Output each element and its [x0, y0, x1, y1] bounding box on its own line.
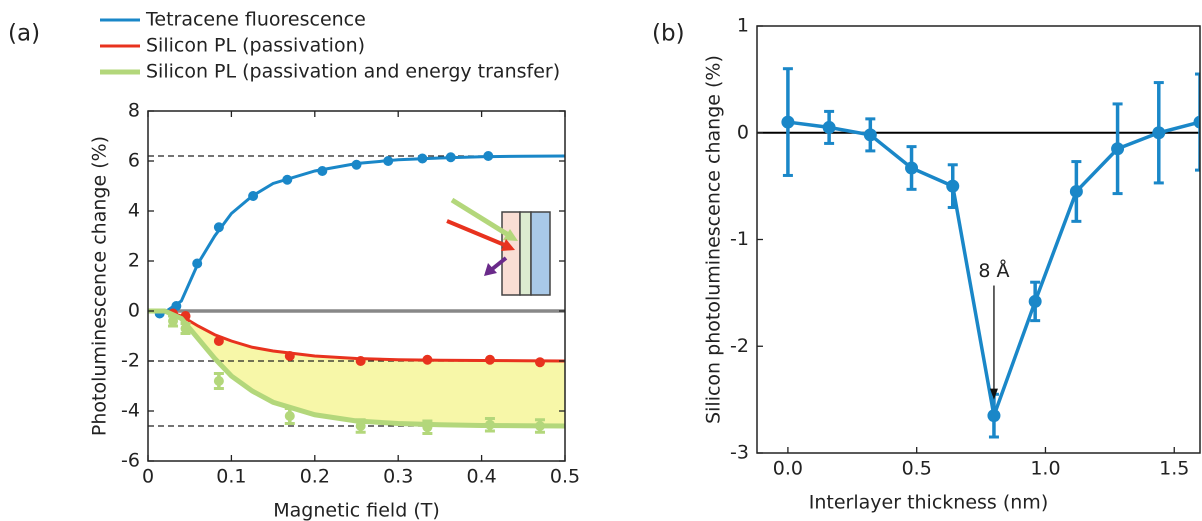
x-tick-label: 1.0 — [1030, 458, 1060, 480]
data-point — [317, 166, 328, 176]
annotation: 8 Å — [978, 259, 1009, 282]
y-tick-label: -3 — [730, 442, 749, 464]
inset-arrow — [489, 256, 508, 272]
x-tick-label: 0.5 — [550, 466, 580, 488]
data-point — [445, 152, 456, 163]
data-point — [213, 336, 224, 346]
data-point — [1111, 142, 1125, 156]
inset-layer — [501, 211, 521, 296]
data-point — [282, 174, 293, 185]
data-point — [483, 151, 494, 161]
annotation-arrow-head — [989, 388, 998, 400]
data-point — [171, 301, 182, 311]
data-point — [946, 179, 960, 193]
inset-arrow-head — [484, 263, 497, 276]
plot-area — [148, 151, 565, 435]
y-tick-label: 0 — [737, 121, 749, 143]
x-tick-label: 0.0 — [773, 458, 803, 480]
data-point — [534, 357, 545, 368]
data-point — [1069, 184, 1083, 198]
data-point — [355, 421, 366, 431]
y-tick-label: -6 — [121, 450, 140, 472]
axes-frame — [147, 110, 566, 462]
error-bar — [1195, 72, 1200, 172]
x-axis-label: Interlayer thickness (nm) — [809, 492, 1048, 514]
y-tick-label: 4 — [128, 200, 140, 222]
data-point — [213, 222, 224, 233]
x-tick-label: 0 — [142, 466, 154, 488]
data-point — [534, 421, 545, 431]
data-point — [383, 156, 394, 166]
data-point — [284, 351, 295, 361]
data-point — [248, 191, 259, 201]
inset-layer — [530, 211, 551, 296]
axes-frame — [756, 25, 1201, 454]
data-point — [213, 376, 224, 386]
y-tick-label: -1 — [730, 228, 749, 250]
inset-layer — [519, 211, 532, 296]
inset-arrow — [446, 219, 508, 248]
data-point — [168, 316, 179, 326]
legend-label: Tetracene fluorescence — [145, 9, 366, 31]
y-tick-label: 8 — [128, 100, 140, 122]
y-tick-label: 6 — [128, 150, 140, 172]
x-tick-label: 0.5 — [902, 458, 932, 480]
data-point — [1028, 294, 1042, 308]
data-point — [422, 354, 433, 365]
data-point — [284, 411, 295, 421]
inset-diagram — [446, 197, 551, 296]
data-point — [987, 409, 1001, 423]
y-tick-label: -4 — [121, 400, 140, 422]
data-point — [422, 422, 433, 433]
x-tick-label: 0.2 — [300, 466, 330, 488]
x-tick-label: 0.4 — [466, 466, 496, 488]
fit-line — [148, 154, 565, 314]
y-tick-label: 1 — [737, 15, 749, 37]
data-point — [1193, 115, 1200, 129]
inset-arrow-head — [503, 229, 518, 241]
data-point — [863, 128, 877, 142]
panel-label: (a) — [8, 21, 40, 47]
y-tick-label: 0 — [128, 300, 140, 322]
inset-arrow — [450, 197, 512, 239]
fill-band — [148, 311, 565, 426]
y-axis-label: Photoluminescence change (%) — [89, 136, 111, 436]
data-point — [484, 354, 495, 365]
panel-label: (b) — [652, 21, 685, 47]
x-axis-label: Magnetic field (T) — [273, 500, 440, 521]
inset-arrow-head — [501, 239, 515, 251]
plot-area — [757, 67, 1200, 439]
y-axis-label: Silicon photoluminescence change (%) — [703, 55, 725, 424]
legend-label: Silicon PL (passivation) — [146, 35, 365, 57]
x-tick-label: 1.5 — [1159, 458, 1189, 480]
y-tick-label: 2 — [128, 250, 140, 272]
data-point — [822, 120, 836, 134]
x-tick-label: 0.3 — [383, 466, 413, 488]
data-point — [192, 258, 203, 269]
data-point — [1152, 126, 1166, 140]
data-point — [781, 115, 795, 129]
y-tick-label: -2 — [121, 350, 140, 372]
y-tick-label: -2 — [730, 335, 749, 357]
data-point — [484, 419, 495, 430]
data-point — [905, 161, 919, 175]
data-point — [355, 356, 366, 366]
data-point — [351, 159, 362, 170]
data-point — [180, 323, 191, 334]
data-point — [417, 153, 428, 164]
legend-label: Silicon PL (passivation and energy trans… — [146, 61, 560, 83]
x-tick-label: 0.1 — [216, 466, 246, 488]
